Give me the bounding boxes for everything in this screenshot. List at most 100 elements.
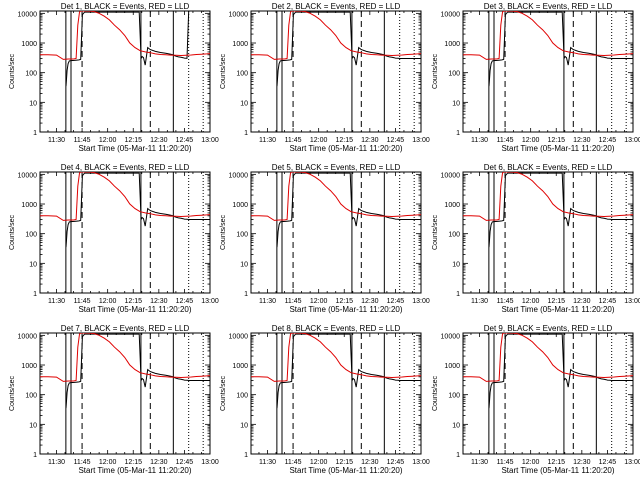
y-tick-label: 10 — [452, 261, 460, 268]
y-axis-label: Counts/sec — [9, 375, 16, 411]
x-tick-label: 12:30 — [573, 459, 591, 466]
y-axis-label: Counts/sec — [432, 53, 439, 89]
panel-title: Det 9, BLACK = Events, RED = LLD — [484, 324, 613, 333]
y-tick-label: 10000 — [18, 333, 38, 340]
x-axis-label: Start Time (05-Mar-11 11:20:20) — [289, 466, 402, 475]
y-tick-label: 1000 — [232, 41, 248, 48]
events-series — [65, 11, 210, 87]
panel-det-4: 1 10 100 1000 10000 11:30 11:45 12:00 12:15 12:30… — [9, 163, 219, 314]
x-tick-label: 11:45 — [285, 459, 302, 466]
x-tick-label: 12:00 — [310, 137, 328, 144]
x-axis-label: Start Time (05-Mar-11 11:20:20) — [289, 305, 402, 314]
y-tick-label: 10000 — [441, 333, 461, 340]
y-tick-label: 1000 — [444, 363, 460, 370]
x-tick-label: 12:15 — [124, 137, 142, 144]
events-series — [276, 11, 421, 87]
y-tick-label: 100 — [448, 232, 460, 239]
x-axis-label: Start Time (05-Mar-11 11:20:20) — [289, 144, 402, 153]
y-tick-label: 1 — [33, 452, 37, 459]
events-series — [488, 172, 633, 248]
y-tick-label: 10000 — [18, 11, 38, 18]
y-tick-label: 100 — [25, 232, 37, 239]
y-tick-label: 10000 — [229, 172, 249, 179]
y-tick-label: 1 — [456, 291, 460, 298]
x-tick-label: 11:45 — [285, 137, 302, 144]
x-tick-label: 12:30 — [150, 137, 168, 144]
x-tick-label: 12:45 — [176, 137, 194, 144]
x-axis-label: Start Time (05-Mar-11 11:20:20) — [501, 144, 614, 153]
x-axis-label: Start Time (05-Mar-11 11:20:20) — [78, 305, 191, 314]
y-tick-label: 10 — [29, 422, 37, 429]
x-tick-label: 12:15 — [335, 298, 353, 305]
lld-series — [251, 172, 421, 221]
x-tick-label: 12:00 — [522, 459, 540, 466]
events-series — [488, 333, 633, 409]
x-tick-label: 11:30 — [471, 459, 488, 466]
x-tick-label: 12:30 — [573, 298, 591, 305]
y-tick-label: 100 — [448, 71, 460, 78]
y-tick-label: 10000 — [18, 172, 38, 179]
y-tick-label: 10000 — [441, 172, 461, 179]
lld-series — [251, 11, 421, 60]
panel-title: Det 8, BLACK = Events, RED = LLD — [272, 324, 401, 333]
events-series — [276, 333, 421, 409]
y-tick-label: 100 — [236, 393, 248, 400]
x-tick-label: 11:45 — [74, 137, 91, 144]
panel-det-2: 1 10 100 1000 10000 11:30 11:45 12:00 12:15 12:30… — [220, 2, 430, 153]
y-tick-label: 100 — [25, 71, 37, 78]
x-tick-label: 11:45 — [74, 298, 91, 305]
events-series — [65, 333, 210, 409]
x-tick-label: 11:45 — [285, 298, 302, 305]
x-axis-label: Start Time (05-Mar-11 11:20:20) — [78, 466, 191, 475]
x-tick-label: 12:30 — [150, 459, 168, 466]
x-tick-label: 12:00 — [99, 137, 117, 144]
x-tick-label: 12:15 — [124, 459, 142, 466]
y-tick-label: 100 — [236, 71, 248, 78]
y-axis-label: Counts/sec — [9, 53, 16, 89]
x-tick-label: 13:00 — [412, 459, 430, 466]
events-series — [65, 172, 210, 248]
x-tick-label: 12:45 — [599, 298, 617, 305]
lld-series — [463, 11, 633, 60]
y-tick-label: 1000 — [232, 202, 248, 209]
x-tick-label: 13:00 — [624, 137, 640, 144]
y-tick-label: 10000 — [229, 11, 249, 18]
x-tick-label: 12:30 — [150, 298, 168, 305]
events-series — [276, 172, 421, 248]
y-axis-label: Counts/sec — [432, 214, 439, 250]
y-axis-label: Counts/sec — [220, 214, 227, 250]
panel-title: Det 6, BLACK = Events, RED = LLD — [484, 163, 613, 172]
y-tick-label: 1000 — [21, 41, 37, 48]
panel-det-1: 1 10 100 1000 10000 11:30 11:45 12:00 12:15 12:30… — [9, 2, 219, 153]
x-tick-label: 11:45 — [74, 459, 91, 466]
lld-series — [251, 333, 421, 382]
x-tick-label: 12:30 — [361, 298, 379, 305]
y-tick-label: 1 — [33, 291, 37, 298]
x-tick-label: 12:00 — [310, 298, 328, 305]
lld-series — [40, 11, 210, 60]
x-axis-label: Start Time (05-Mar-11 11:20:20) — [78, 144, 191, 153]
lld-series — [40, 333, 210, 382]
x-tick-label: 11:30 — [259, 137, 276, 144]
x-tick-label: 12:15 — [547, 459, 565, 466]
x-tick-label: 12:45 — [387, 137, 405, 144]
x-tick-label: 12:00 — [522, 298, 540, 305]
x-tick-label: 11:30 — [48, 459, 65, 466]
x-tick-label: 12:45 — [599, 459, 617, 466]
x-tick-label: 12:15 — [124, 298, 142, 305]
panel-det-8: 1 10 100 1000 10000 11:30 11:45 12:00 12:15 12:30… — [220, 324, 430, 475]
lld-series — [463, 333, 633, 382]
events-series — [488, 11, 633, 87]
x-tick-label: 11:30 — [259, 459, 276, 466]
y-tick-label: 10 — [240, 422, 248, 429]
x-tick-label: 12:00 — [99, 459, 117, 466]
y-tick-label: 1 — [33, 130, 37, 137]
y-axis-label: Counts/sec — [220, 375, 227, 411]
panel-title: Det 5, BLACK = Events, RED = LLD — [272, 163, 401, 172]
y-tick-label: 10 — [240, 261, 248, 268]
x-tick-label: 12:45 — [387, 298, 405, 305]
y-tick-label: 10 — [452, 100, 460, 107]
y-tick-label: 10 — [29, 100, 37, 107]
x-tick-label: 13:00 — [201, 137, 219, 144]
y-axis-label: Counts/sec — [432, 375, 439, 411]
